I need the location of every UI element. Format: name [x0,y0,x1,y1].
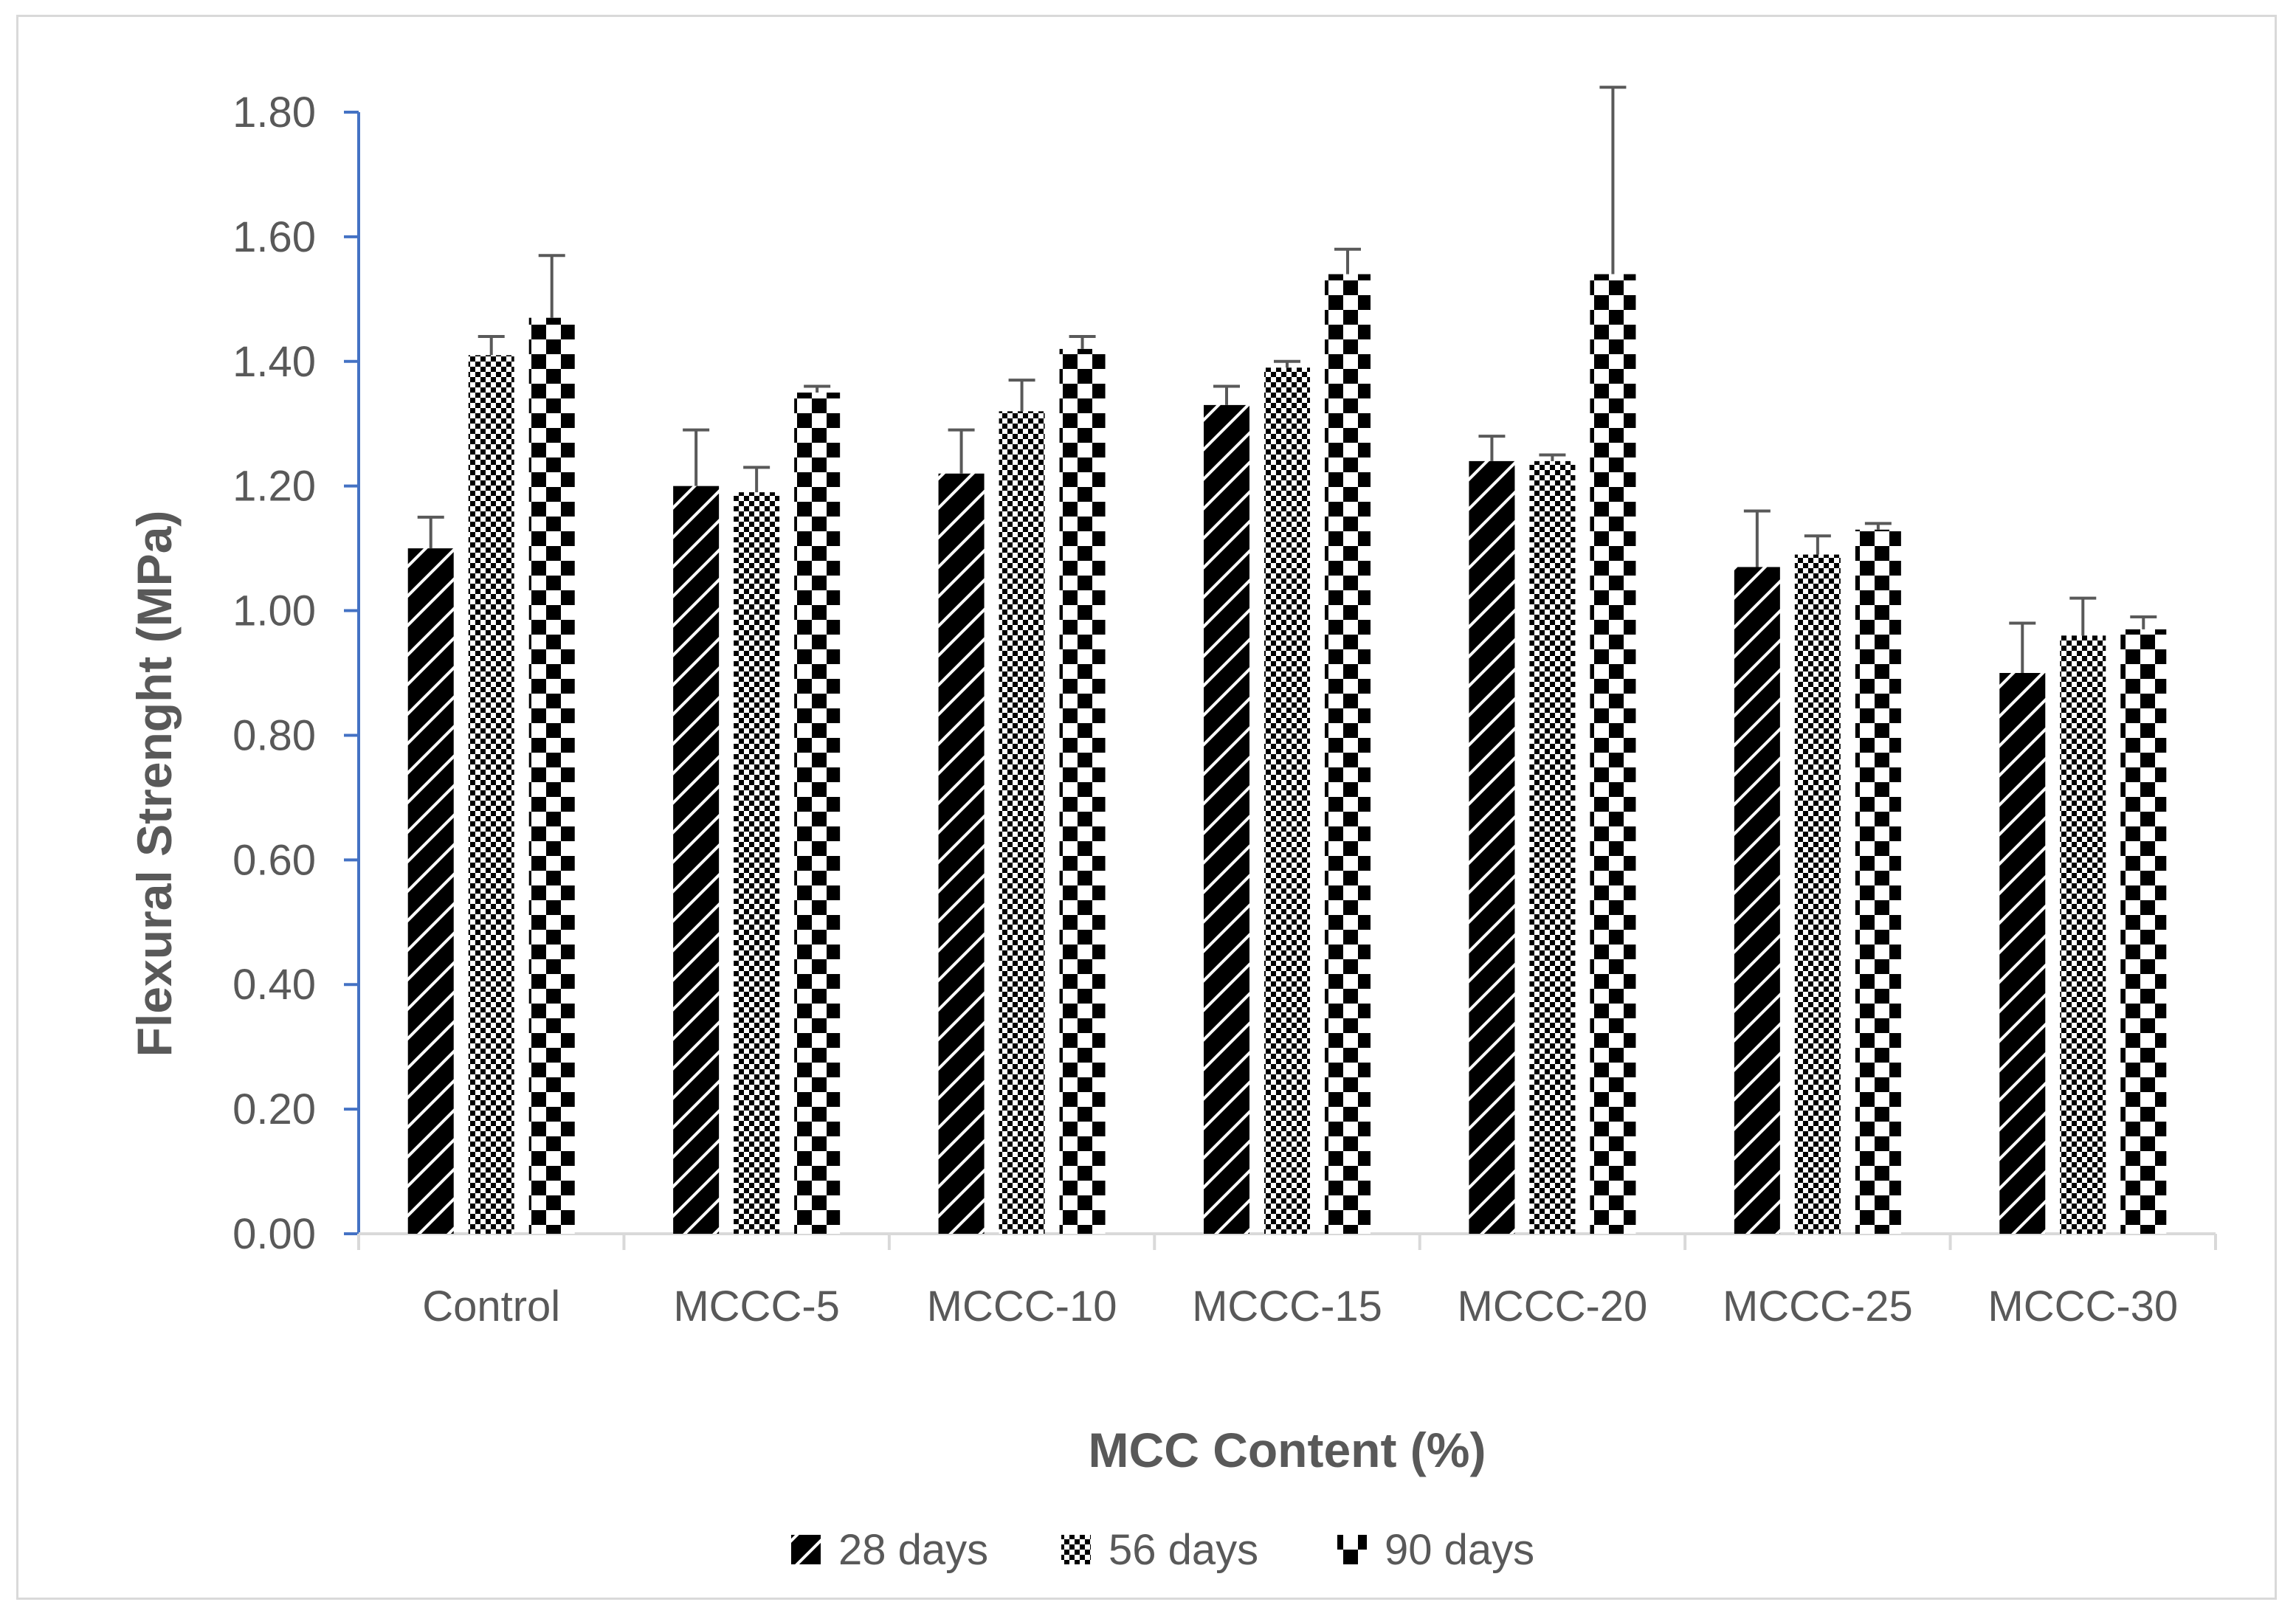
x-tick-label: MCCC-25 [1723,1282,1913,1330]
y-tick-label: 1.20 [232,463,316,511]
x-tick-label: MCCC-10 [927,1282,1117,1330]
y-axis-title: Flexural Strenght (MPa) [127,511,182,1057]
bar-90-days-MCCC-10 [1059,348,1106,1234]
bars [407,274,2167,1235]
y-tick-label: 1.60 [232,213,316,261]
x-tick-label: Control [422,1282,560,1330]
legend-label: 90 days [1385,1526,1534,1574]
y-tick-label: 1.00 [232,587,316,635]
bar-28-days-Control [407,548,454,1234]
bar-28-days-MCCC-25 [1734,567,1780,1234]
bar-90-days-Control [528,317,575,1235]
bar-56-days-MCCC-15 [1264,367,1310,1235]
x-axis: Control MCCC-5 MCCC-10 MCCC-15 MCCC-20 MCCC-2… [357,1232,2217,1330]
x-tick-label: MCCC-5 [673,1282,840,1330]
x-axis-title: MCC Content (%) [1089,1423,1486,1477]
y-tick-label: 0.60 [232,836,316,884]
legend-label: 28 days [838,1526,988,1574]
bar-90-days-MCCC-30 [2120,629,2167,1234]
bar-56-days-Control [468,355,514,1234]
bar-28-days-MCCC-5 [673,486,720,1234]
bar-28-days-MCCC-10 [938,473,985,1234]
y-tick-label: 0.80 [232,711,316,759]
bar-56-days-MCCC-25 [1794,554,1841,1234]
bar-90-days-MCCC-5 [794,393,841,1234]
bar-90-days-MCCC-25 [1855,529,1901,1234]
legend-label: 56 days [1109,1526,1258,1574]
bar-28-days-MCCC-30 [1999,673,2046,1234]
bar-56-days-MCCC-5 [734,492,780,1234]
bar-90-days-MCCC-20 [1590,274,1636,1234]
legend: 28 days 56 days 90 days [791,1526,1534,1574]
x-tick-label: MCCC-15 [1192,1282,1382,1330]
bar-28-days-MCCC-20 [1469,460,1515,1234]
y-axis: 0.00 0.20 0.40 0.60 0.80 1.00 1.20 1.40 1.60 1.80 [232,89,360,1258]
legend-swatch-90-days [1337,1535,1367,1564]
y-tick-label: 1.80 [232,89,316,137]
x-tick-label: MCCC-30 [1988,1282,2178,1330]
bar-90-days-MCCC-15 [1325,274,1371,1234]
y-tick-label: 0.00 [232,1210,316,1258]
y-tick-label: 0.40 [232,961,316,1009]
x-tick-label: MCCC-20 [1458,1282,1648,1330]
error-bars [417,86,2157,673]
bar-28-days-MCCC-15 [1204,404,1249,1234]
bar-56-days-MCCC-10 [999,411,1045,1235]
bar-56-days-MCCC-30 [2060,635,2106,1234]
y-tick-label: 1.40 [232,338,316,386]
bar-56-days-MCCC-20 [1529,460,1576,1234]
y-tick-label: 0.20 [232,1085,316,1133]
legend-swatch-28-days [791,1535,821,1564]
legend-swatch-56-days [1061,1535,1091,1564]
